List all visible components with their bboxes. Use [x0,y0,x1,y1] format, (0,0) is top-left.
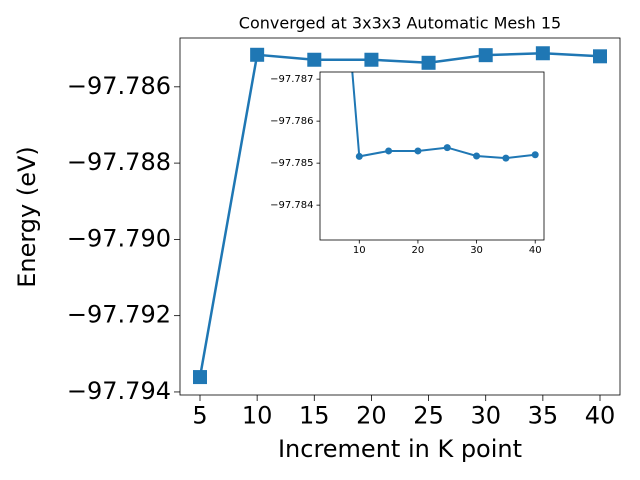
y-tick-label: −97.788 [67,148,171,176]
marker [414,147,422,155]
marker [531,151,539,159]
x-axis-label: Increment in K point [278,435,522,463]
marker [473,152,481,160]
x-tick-label: 30 [470,245,483,256]
series-line [198,52,601,378]
marker [443,144,451,152]
plot-area [351,72,539,162]
x-tick-label: 10 [353,245,366,256]
series-line [351,72,536,160]
x-tick-label: 5 [192,402,207,430]
marker [193,370,207,385]
marker [478,48,493,63]
y-tick-label: −97.787 [270,74,313,85]
y-tick-label: −97.786 [67,72,171,100]
x-tick-label: 30 [470,402,501,430]
marker [355,152,363,160]
y-axis-label: Energy (eV) [13,146,41,288]
y-tick-label: −97.784 [270,200,313,211]
x-tick-label: 20 [356,402,387,430]
x-tick-label: 25 [413,402,444,430]
marker [535,46,550,61]
y-tick-label: −97.785 [270,158,313,169]
x-tick-label: 40 [529,245,542,256]
x-tick-label: 35 [528,402,559,430]
marker [593,49,607,64]
x-tick-label: 15 [299,402,330,430]
marker [250,47,265,62]
x-tick-label: 40 [585,402,616,430]
axes-frame [179,37,621,396]
y-tick-label: −97.794 [67,377,171,405]
x-tick-label: 20 [412,245,425,256]
y-tick-label: −97.786 [270,116,313,127]
marker [421,55,436,70]
x-tick-label: 10 [242,402,273,430]
axes: 10 20 30 40 −97.787 −97.786 −97.785 −97.784 [270,71,545,256]
marker [385,147,393,155]
plot-area [193,46,607,385]
y-tick-label: −97.792 [67,301,171,329]
chart-title: Converged at 3x3x3 Automatic Mesh 15 [239,14,561,33]
y-tick-label: −97.790 [67,224,171,252]
marker [364,52,379,67]
marker [307,52,322,67]
marker [502,154,510,162]
axes-frame [319,71,545,241]
